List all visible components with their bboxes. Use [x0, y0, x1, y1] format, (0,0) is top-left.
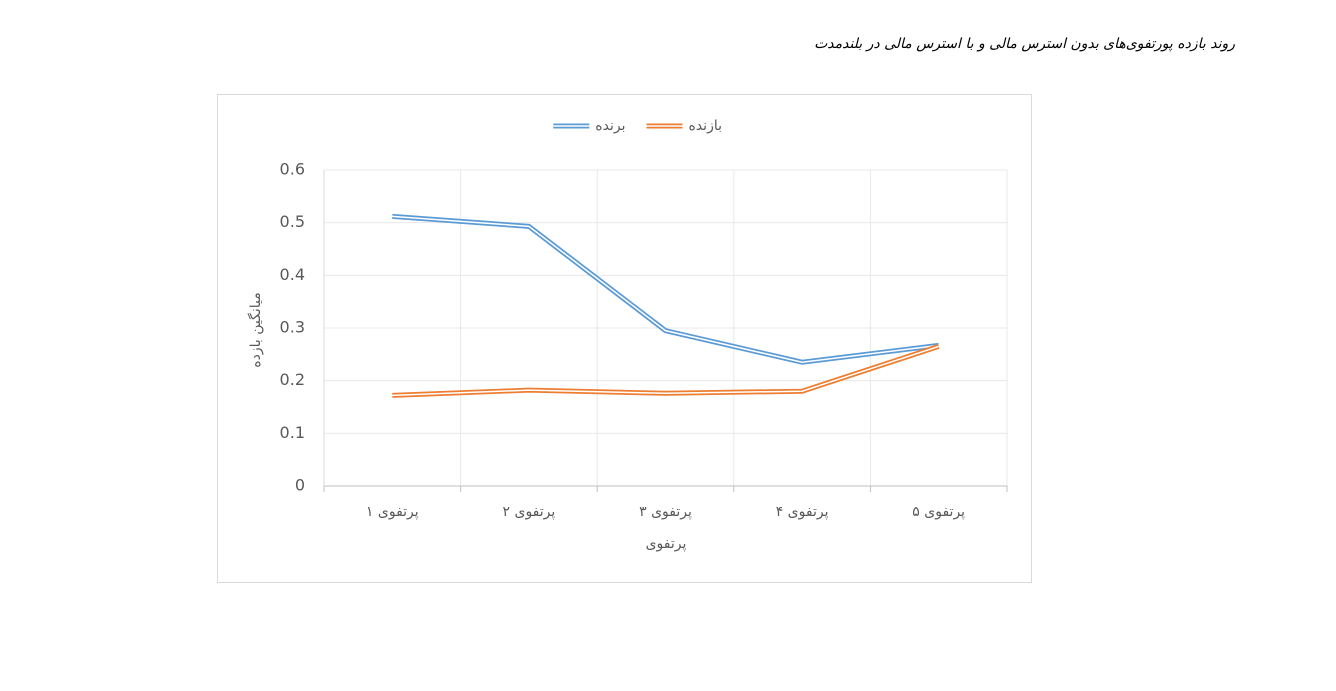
- y-tick-label: 0: [295, 476, 305, 495]
- series-line-inner: [392, 215, 939, 363]
- y-tick-label: 0.5: [280, 212, 305, 231]
- legend-label: بازنده: [688, 118, 722, 134]
- x-tick-label: پرتفوی ۴: [776, 504, 829, 520]
- caption: روند بازده پورتفوی‌های بدون استرس مالی و…: [814, 36, 1235, 52]
- y-axis-label: میانگین بازده: [247, 292, 264, 367]
- x-tick-label: پرتفوی ۲: [503, 504, 556, 520]
- series-line-inner: [392, 345, 939, 397]
- y-tick-label: 0.6: [280, 160, 305, 179]
- legend-label: برنده: [595, 118, 625, 134]
- y-tick-label: 0.1: [280, 423, 305, 442]
- y-tick-label: 0.4: [280, 265, 305, 284]
- x-tick-label: پرتفوی ۵: [912, 504, 965, 520]
- chart-frame: [217, 94, 1032, 583]
- y-tick-label: 0.2: [280, 370, 305, 389]
- y-tick-label: 0.3: [280, 318, 305, 337]
- x-axis-label: پرتفوی: [646, 536, 687, 552]
- x-tick-label: پرتفوی ۱: [366, 504, 419, 520]
- x-tick-label: پرتفوی ۳: [639, 504, 692, 520]
